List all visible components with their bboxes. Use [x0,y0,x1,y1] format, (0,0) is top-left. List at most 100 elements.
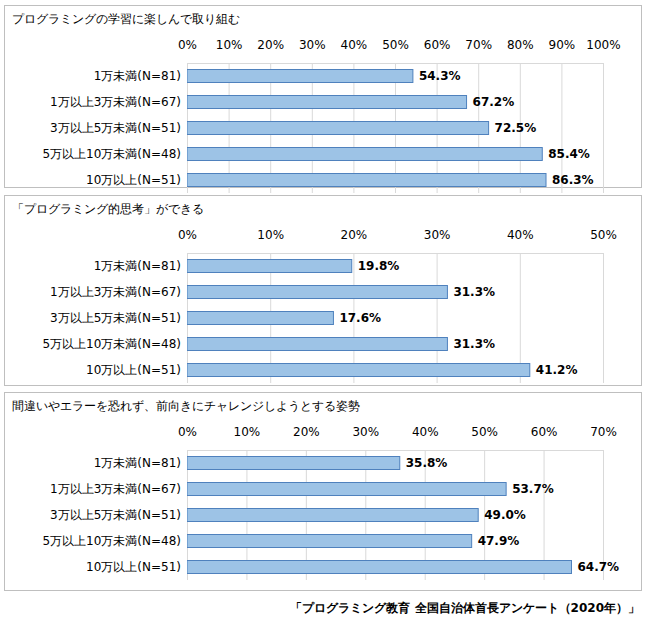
tick: 60% [424,38,451,193]
tick: 60% [531,425,558,580]
tick: 1万以上3万未満(N=67) [50,482,181,496]
data-label: 85.4% [548,147,590,161]
tick-label: 5万以上10万未満(N=48) [42,337,181,351]
data-label: 19.8% [358,259,400,273]
tick-label: 30% [299,38,326,52]
panel-frame [5,6,642,188]
data-label: 54.3% [419,69,461,83]
tick: 1万未満(N=81) [94,69,181,83]
bars [187,260,530,377]
data-label: 67.2% [473,95,515,109]
tick-label: 0% [178,38,197,52]
tick: 20% [341,228,368,383]
tick-label: 100% [586,38,620,52]
tick-label: 30% [424,228,451,242]
tick-label: 10% [257,228,284,242]
tick: 1万以上3万未満(N=67) [50,95,181,109]
tick: 3万以上5万未満(N=51) [50,311,181,325]
axis-line [188,253,604,254]
bar [187,561,572,574]
tick: 40% [341,38,368,193]
tick-label: 50% [382,38,409,52]
panel: 間違いやエラーを恐れず、前向きにチャレンジしようとする姿勢0%10%20%30%… [5,393,642,591]
bar [187,260,352,273]
bars [187,457,572,574]
data-label: 35.8% [406,456,448,470]
bar [187,338,447,351]
x-axis: 0%10%20%30%40%50% [178,228,617,383]
tick-label: 5万以上10万未満(N=48) [42,534,181,548]
tick-label: 40% [341,38,368,52]
tick: 10% [257,228,284,383]
tick-label: 5万以上10万未満(N=48) [42,147,181,161]
source-note: 「プログラミング教育 全国自治体首長アンケート（2020年）」 [290,601,640,615]
tick: 5万以上10万未満(N=48) [42,337,181,351]
y-axis: 1万未満(N=81) 1万以上3万未満(N=67) 3万以上5万未満(N=51) 5万… [42,259,181,377]
tick: 5万以上10万未満(N=48) [42,534,181,548]
panel: 「プログラミング的思考」ができる0%10%20%30%40%50%1万未満(N=… [5,196,642,386]
bars [187,70,546,187]
tick: 100% [586,38,620,193]
tick: 50% [382,38,409,193]
tick-label: 80% [507,38,534,52]
tick: 40% [412,425,439,580]
tick-label: 3万以上5万未満(N=51) [50,121,181,135]
data-label: 17.6% [339,311,381,325]
tick: 70% [465,38,492,193]
tick: 40% [507,228,534,383]
tick: 1万以上3万未満(N=67) [50,285,181,299]
tick-label: 1万未満(N=81) [94,456,181,470]
bar [187,483,506,496]
tick-label: 40% [507,228,534,242]
data-label: 49.0% [484,508,526,522]
x-axis: 0% 10% 20% 30% 40% 50% 60% 70% 80% 90% 100% [178,38,621,193]
data-label: 64.7% [578,560,620,574]
data-labels: 35.8% 53.7% 49.0% 47.9% 64.7% [406,456,619,574]
data-labels: 54.3% 67.2% 72.5% 85.4% 86.3% [419,69,594,187]
tick-label: 10万以上(N=51) [86,173,181,187]
tick-label: 60% [531,425,558,439]
tick-label: 3万以上5万未満(N=51) [50,311,181,325]
tick-label: 1万未満(N=81) [94,69,181,83]
tick-label: 10% [216,38,243,52]
tick: 3万以上5万未満(N=51) [50,121,181,135]
tick: 3万以上5万未満(N=51) [50,508,181,522]
data-label: 53.7% [512,482,554,496]
y-axis: 1万未満(N=81) 1万以上3万未満(N=67) 3万以上5万未満(N=51) 5万… [42,456,181,574]
tick: 10万以上(N=51) [86,173,181,187]
tick: 10万以上(N=51) [86,363,181,377]
x-axis: 0%10%20%30%40%50%60%70% [178,425,617,580]
tick: 30% [299,38,326,193]
data-label: 72.5% [495,121,537,135]
tick: 20% [257,38,284,193]
data-labels: 19.8%31.3%17.6%31.3%41.2% [339,259,577,377]
grid-line [603,63,604,193]
tick-label: 0% [178,425,197,439]
bar [187,535,472,548]
tick-label: 1万以上3万未満(N=67) [50,285,181,299]
data-label: 86.3% [552,173,594,187]
tick-label: 30% [352,425,379,439]
panel-title: 間違いやエラーを恐れず、前向きにチャレンジしようとする姿勢 [12,399,360,413]
tick: 30% [424,228,451,383]
bar [187,286,447,299]
data-label: 47.9% [478,534,520,548]
data-label: 31.3% [453,285,495,299]
tick: 50% [471,425,498,580]
data-label: 31.3% [453,337,495,351]
tick-label: 70% [465,38,492,52]
panel-title: 「プログラミング的思考」ができる [12,202,204,216]
y-axis: 1万未満(N=81) 1万以上3万未満(N=67) 3万以上5万未満(N=51) 5万… [42,69,181,187]
tick: 0% [178,228,197,383]
tick: 1万未満(N=81) [94,259,181,273]
bar [187,364,530,377]
panel-frame [5,196,642,386]
tick-label: 90% [549,38,576,52]
tick: 70% [590,425,617,580]
tick-label: 60% [424,38,451,52]
axis-line [188,450,604,451]
grid-line [603,253,604,383]
tick: 5万以上10万未満(N=48) [42,147,181,161]
panel-frame [5,393,642,591]
bar [187,312,333,325]
